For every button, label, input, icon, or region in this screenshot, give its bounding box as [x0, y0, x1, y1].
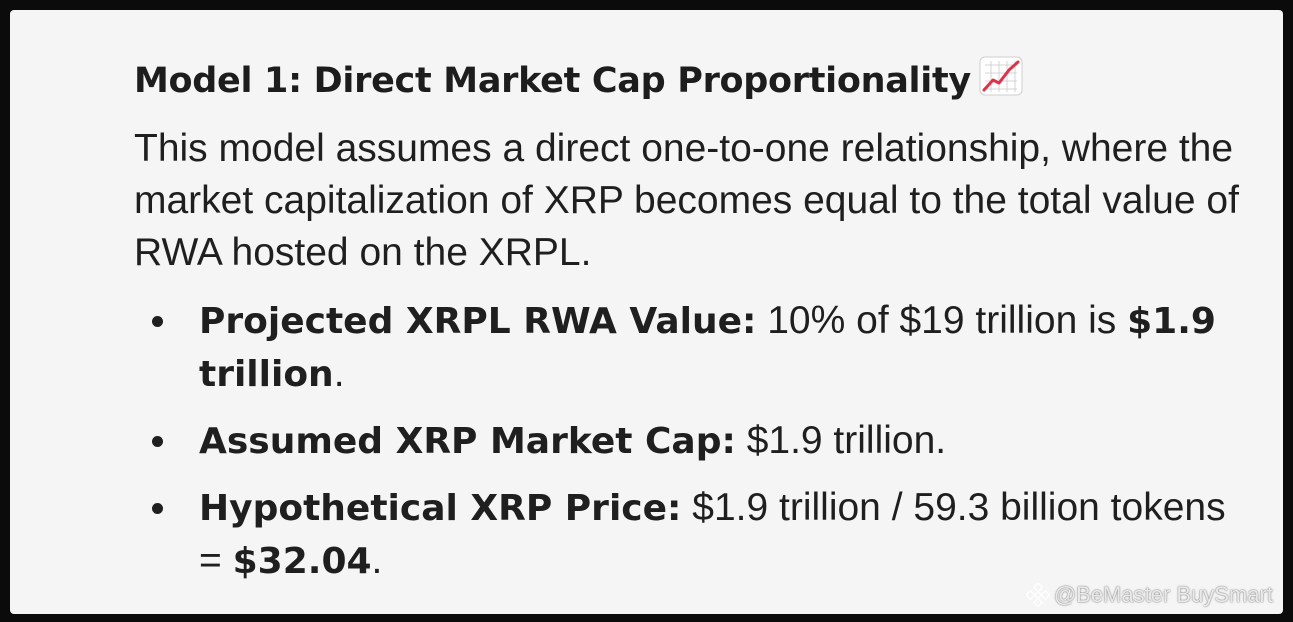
heading-text: Model 1: Direct Market Cap Proportionali… — [134, 61, 971, 101]
bullet-list: Projected XRPL RWA Value: 10% of $19 tri… — [134, 295, 1254, 588]
bullet-suffix: . — [333, 352, 345, 395]
watermark-text: @BeMaster BuySmart — [1053, 582, 1273, 607]
list-item: Assumed XRP Market Cap: $1.9 trillion. — [134, 415, 1249, 468]
list-item: Projected XRPL RWA Value: 10% of $19 tri… — [134, 295, 1249, 401]
watermark: @BeMaster BuySmart — [1025, 582, 1273, 608]
bullet-label: Projected XRPL RWA Value: — [199, 301, 757, 342]
bullet-bold-value: $1.9 trillion — [199, 301, 1216, 395]
section-heading: Model 1: Direct Market Cap Proportionali… — [134, 56, 1254, 103]
binance-logo-icon — [1025, 582, 1051, 608]
bullet-dot — [152, 436, 163, 447]
chart-increasing-icon — [979, 56, 1023, 96]
list-item: Hypothetical XRP Price: $1.9 trillion / … — [134, 482, 1249, 588]
bullet-text: 10% of $19 trillion is — [756, 299, 1128, 342]
bullet-suffix: . — [371, 539, 383, 582]
bullet-label: Assumed XRP Market Cap: — [199, 421, 736, 462]
content-card: Model 1: Direct Market Cap Proportionali… — [10, 10, 1283, 614]
article-content: Model 1: Direct Market Cap Proportionali… — [134, 56, 1254, 602]
bullet-text: $1.9 trillion / 59.3 billion tokens = — [199, 486, 1226, 582]
bullet-label: Hypothetical XRP Price: — [199, 488, 682, 529]
bullet-dot — [152, 503, 163, 514]
intro-paragraph: This model assumes a direct one-to-one r… — [134, 127, 1239, 274]
bullet-bold-value: $32.04 — [232, 541, 372, 582]
bullet-dot — [152, 316, 163, 327]
bullet-text: $1.9 trillion. — [735, 419, 947, 462]
